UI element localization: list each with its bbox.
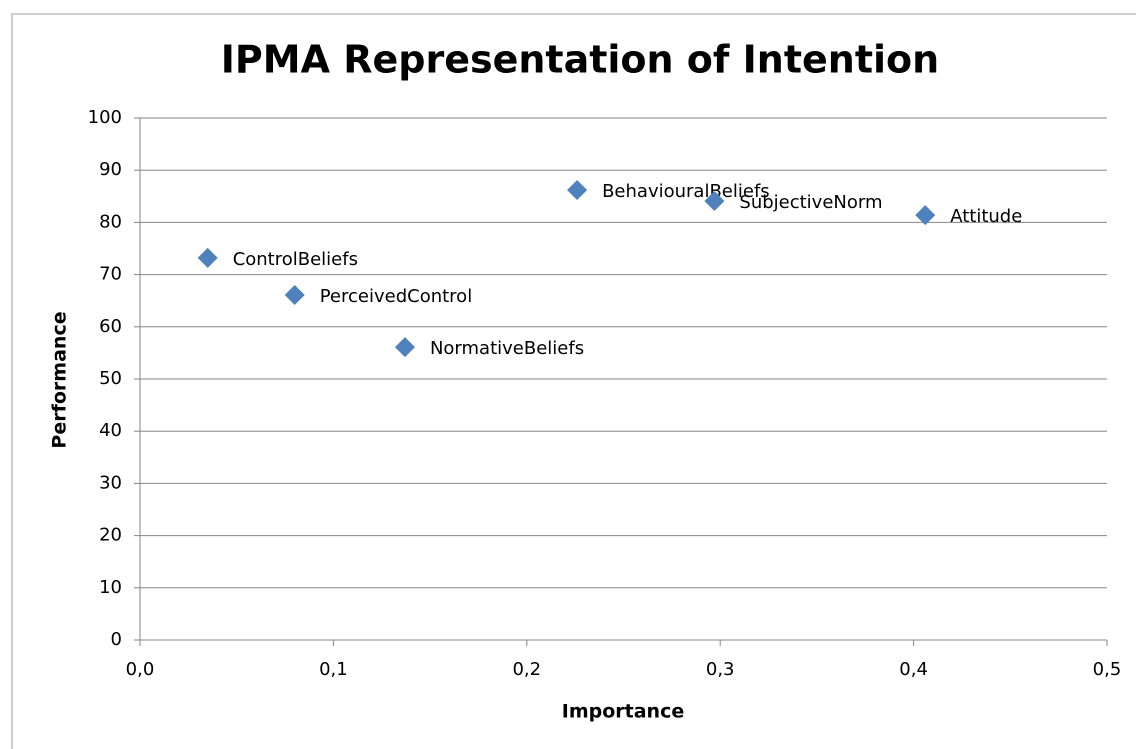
x-tick-label: 0,3	[706, 659, 735, 680]
chart-frame	[11, 13, 1136, 749]
x-axis-label: Importance	[562, 701, 684, 723]
point-label: PerceivedControl	[320, 286, 472, 307]
chart-title: IPMA Representation of Intention	[221, 38, 939, 82]
x-tick-label: 0,4	[899, 659, 928, 680]
point	[704, 190, 725, 211]
y-tick-label: 100	[88, 107, 122, 128]
y-tick-label: 10	[99, 577, 122, 598]
point	[915, 205, 936, 226]
x-tick-label: 0,0	[126, 659, 155, 680]
point	[284, 284, 305, 305]
y-tick-label: 0	[111, 629, 122, 650]
y-tick-label: 30	[99, 472, 122, 493]
point	[197, 247, 218, 268]
point-label: ControlBeliefs	[233, 249, 358, 270]
y-axis-label: Performance	[49, 311, 71, 448]
x-tick-label: 0,2	[512, 659, 541, 680]
y-tick-label: 70	[99, 264, 122, 285]
y-tick-label: 50	[99, 368, 122, 389]
point-label: SubjectiveNorm	[739, 192, 882, 213]
y-tick-label: 20	[99, 525, 122, 546]
point-label: NormativeBeliefs	[430, 338, 584, 359]
y-tick-label: 60	[99, 316, 122, 337]
y-tick-label: 80	[99, 211, 122, 232]
point-label: BehaviouralBeliefs	[602, 181, 770, 202]
y-tick-label: 40	[99, 420, 122, 441]
y-tick-label: 90	[99, 159, 122, 180]
point	[394, 337, 415, 358]
x-tick-label: 0,5	[1093, 659, 1122, 680]
point-label: Attitude	[950, 206, 1022, 227]
point	[567, 180, 588, 201]
x-tick-label: 0,1	[319, 659, 348, 680]
